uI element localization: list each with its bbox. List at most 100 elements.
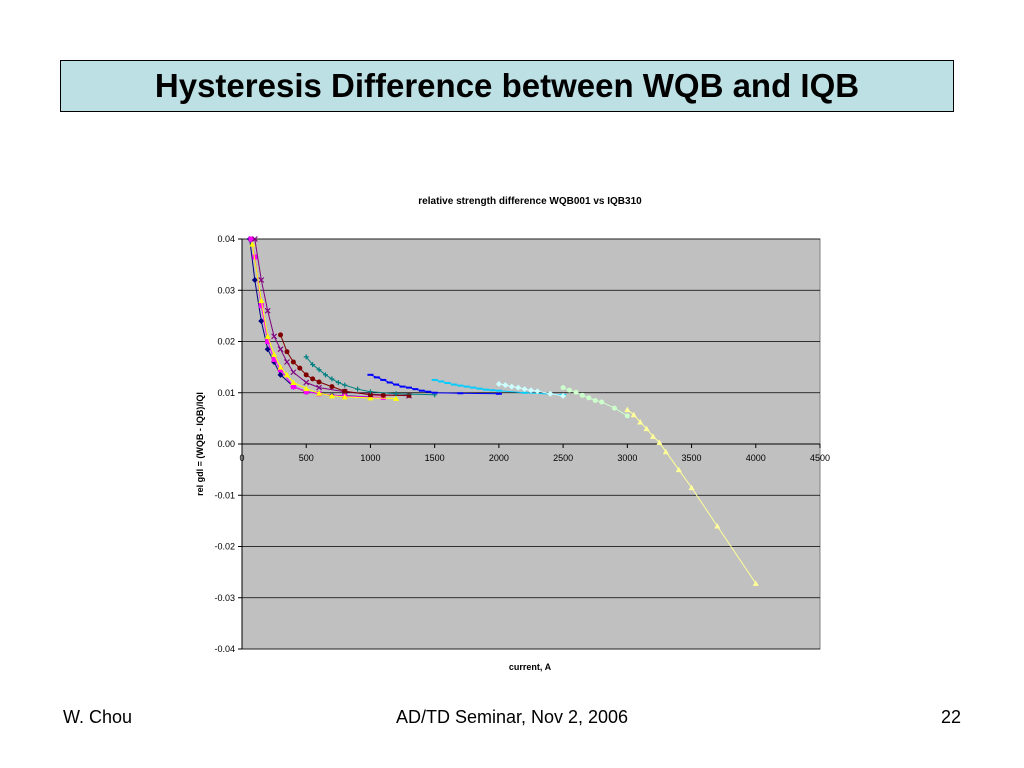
data-point bbox=[277, 346, 284, 353]
chart-title: relative strength difference WQB001 vs I… bbox=[418, 196, 642, 207]
data-point bbox=[367, 392, 373, 398]
y-tick-label: -0.04 bbox=[214, 644, 235, 654]
y-tick-label: 0.03 bbox=[217, 285, 235, 295]
data-point bbox=[592, 397, 598, 403]
data-point bbox=[303, 372, 309, 378]
y-tick-label: -0.01 bbox=[214, 490, 235, 500]
data-point bbox=[316, 384, 322, 391]
data-point bbox=[560, 385, 566, 391]
data-point bbox=[264, 307, 271, 314]
data-point bbox=[611, 405, 617, 411]
data-point bbox=[393, 395, 400, 401]
x-tick-label: 500 bbox=[299, 453, 314, 463]
data-point bbox=[579, 392, 585, 398]
data-point bbox=[316, 367, 322, 373]
data-point bbox=[249, 241, 256, 247]
data-point bbox=[624, 406, 631, 413]
footer-author: W. Chou bbox=[63, 707, 133, 727]
x-tick-label: 3500 bbox=[682, 453, 702, 463]
series-layer bbox=[246, 236, 759, 586]
data-point bbox=[264, 346, 271, 353]
data-point bbox=[688, 484, 695, 491]
data-point bbox=[271, 356, 277, 362]
slide-title-box: Hysteresis Difference between WQB and IQ… bbox=[60, 60, 954, 112]
data-point bbox=[322, 372, 328, 378]
data-point bbox=[283, 371, 290, 378]
data-point bbox=[650, 433, 657, 439]
data-point bbox=[560, 392, 567, 399]
slide-title: Hysteresis Difference between WQB and IQ… bbox=[154, 67, 860, 104]
data-point bbox=[251, 236, 258, 242]
data-point bbox=[258, 303, 264, 309]
x-tick-label: 4000 bbox=[746, 453, 766, 463]
data-point bbox=[303, 379, 310, 386]
series-6 bbox=[303, 354, 438, 398]
data-point bbox=[258, 297, 265, 303]
y-tick-label: 0.00 bbox=[217, 439, 235, 449]
data-point bbox=[290, 379, 297, 385]
data-point bbox=[502, 382, 509, 389]
x-tick-label: 1000 bbox=[360, 453, 380, 463]
data-point bbox=[643, 425, 650, 432]
data-point bbox=[367, 389, 373, 395]
data-point bbox=[528, 387, 534, 394]
data-point bbox=[515, 384, 522, 391]
data-point bbox=[567, 387, 573, 393]
data-point bbox=[508, 383, 515, 390]
data-point bbox=[258, 318, 265, 324]
footer-page-number: 22 bbox=[940, 707, 961, 727]
data-point bbox=[675, 466, 682, 473]
y-tick-label: 0.01 bbox=[217, 388, 235, 398]
data-point bbox=[278, 367, 284, 373]
data-point bbox=[393, 391, 399, 397]
data-point bbox=[297, 365, 303, 371]
data-point bbox=[355, 386, 361, 392]
y-tick-label: 0.02 bbox=[217, 337, 235, 347]
data-point bbox=[316, 390, 323, 396]
data-point bbox=[284, 349, 290, 355]
data-point bbox=[290, 369, 297, 376]
x-tick-label: 3000 bbox=[617, 453, 637, 463]
data-point bbox=[277, 371, 284, 378]
x-axis-label: current, A bbox=[509, 662, 552, 672]
data-point bbox=[303, 385, 310, 392]
data-point bbox=[406, 392, 412, 398]
data-point bbox=[752, 580, 759, 586]
data-point bbox=[547, 390, 554, 397]
data-point bbox=[495, 381, 502, 388]
data-point bbox=[251, 277, 258, 283]
data-point bbox=[316, 379, 322, 385]
y-axis-label: rel gdl = (WQB - IQB)/IQI bbox=[195, 392, 205, 496]
y-tick-label: -0.02 bbox=[214, 542, 235, 552]
x-tick-label: 4500 bbox=[810, 453, 830, 463]
data-point bbox=[329, 376, 335, 382]
data-point bbox=[637, 418, 644, 425]
y-tick-label: -0.03 bbox=[214, 593, 235, 603]
data-point bbox=[303, 354, 309, 360]
data-point bbox=[380, 392, 386, 398]
series-3 bbox=[249, 241, 400, 401]
data-point bbox=[290, 384, 296, 390]
axes bbox=[238, 238, 821, 650]
series-10 bbox=[560, 385, 630, 419]
data-point bbox=[656, 439, 663, 445]
x-tick-label: 1500 bbox=[425, 453, 445, 463]
data-point bbox=[341, 393, 348, 400]
data-point bbox=[367, 394, 374, 401]
data-point bbox=[277, 364, 284, 370]
data-point bbox=[264, 333, 271, 339]
data-point bbox=[271, 351, 278, 357]
data-point bbox=[573, 389, 579, 395]
data-point bbox=[335, 380, 341, 385]
series-11 bbox=[624, 406, 759, 586]
data-point bbox=[714, 523, 721, 529]
data-point bbox=[278, 332, 284, 338]
data-point bbox=[310, 362, 316, 368]
data-point bbox=[342, 382, 348, 388]
x-tick-label: 2500 bbox=[553, 453, 573, 463]
data-point bbox=[248, 236, 254, 242]
data-point bbox=[271, 333, 278, 340]
data-point bbox=[624, 413, 630, 419]
x-tick-label: 2000 bbox=[489, 453, 509, 463]
